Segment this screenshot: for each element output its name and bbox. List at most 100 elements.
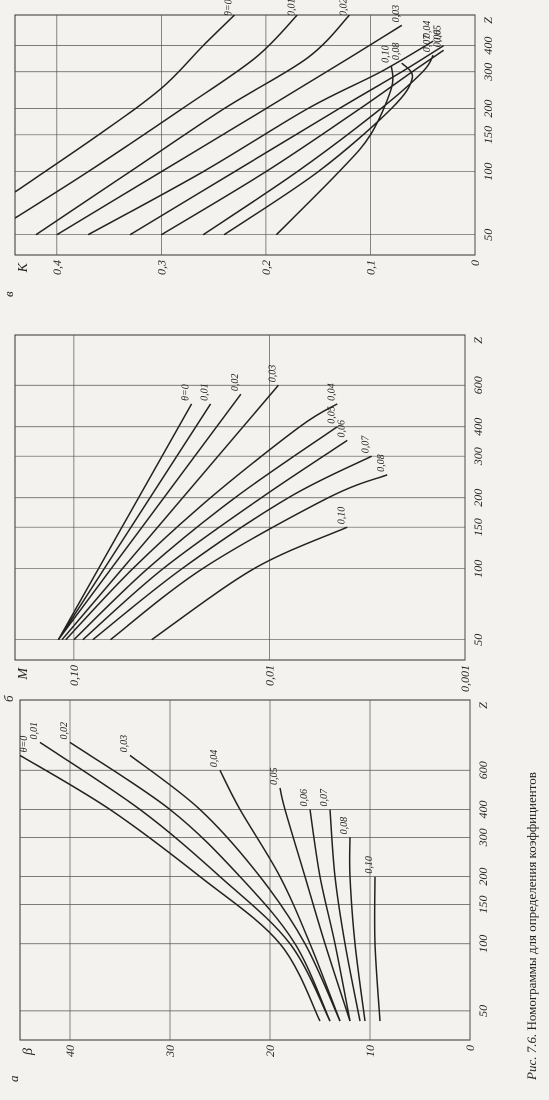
curve-label: θ=0 [181, 384, 192, 401]
y-axis-label: β [21, 1048, 36, 1056]
curve [151, 526, 348, 641]
y-tick-label: 40 [63, 1045, 77, 1057]
curve-label: θ=0 [224, 0, 235, 16]
curve-label: 0,10 [364, 856, 375, 874]
curve-label: 0,10 [336, 507, 347, 525]
curve [15, 15, 236, 193]
x-tick-label: 100 [481, 163, 495, 181]
curve [87, 40, 434, 236]
rotated-sheet: Рис. 7.6. Номограммы для определения коэ… [1, 0, 539, 1082]
curve-label: 0,08 [391, 43, 402, 61]
x-tick-label: 600 [471, 376, 485, 394]
curve-label: 0,01 [29, 722, 40, 740]
curve [20, 754, 321, 1022]
x-axis-label: Z [471, 337, 485, 344]
curve [219, 769, 341, 1022]
panel-letter: б [1, 695, 16, 702]
x-tick-label: 600 [476, 761, 490, 779]
curve-label: 0,05 [433, 25, 444, 43]
curve-label: 0,05 [326, 406, 337, 424]
y-tick-label: 0,2 [259, 260, 273, 275]
x-tick-label: 50 [476, 1005, 490, 1017]
x-axis-label: Z [476, 702, 490, 709]
curve [92, 455, 373, 641]
panel-letter: а [6, 1075, 21, 1082]
curve-label: 0,08 [339, 817, 350, 835]
curve-label: 0,02 [339, 0, 350, 16]
curve [82, 439, 348, 641]
curve [348, 837, 366, 1022]
curve-label: 0,07 [319, 788, 330, 807]
curve-label: 0,06 [336, 420, 347, 438]
curve-label: 0,08 [376, 454, 387, 472]
curve-label: 0,06 [433, 30, 444, 48]
curve [61, 384, 279, 641]
x-tick-label: 200 [481, 100, 495, 118]
y-tick-label: 0,10 [67, 665, 81, 686]
x-tick-label: 400 [471, 418, 485, 436]
curve-label: 0,03 [391, 5, 402, 23]
curve-label: θ=0 [19, 736, 30, 753]
plot-frame [19, 699, 471, 1041]
curve [202, 54, 434, 236]
x-tick-label: 400 [481, 37, 495, 55]
curve [129, 754, 341, 1022]
caption-figure: Рис. 7.6. [524, 1034, 539, 1081]
y-tick-label: 0 [468, 260, 482, 266]
y-tick-label: 0 [463, 1045, 477, 1051]
x-tick-label: 50 [471, 634, 485, 646]
curve [35, 15, 351, 236]
curve-label: 0,07 [422, 34, 433, 53]
y-tick-label: 0,001 [458, 665, 472, 692]
curve-label: 0,06 [299, 789, 310, 807]
x-tick-label: 150 [476, 895, 490, 913]
x-tick-label: 300 [476, 828, 490, 847]
curve [160, 49, 445, 236]
y-tick-label: 30 [163, 1045, 177, 1058]
curve [69, 741, 331, 1022]
curve-label: 0,03 [267, 365, 278, 383]
panel-letter: в [1, 291, 16, 297]
y-tick-label: 10 [363, 1045, 377, 1057]
curve-label: 0,04 [326, 383, 337, 401]
x-tick-label: 300 [481, 63, 495, 82]
y-tick-label: 0,01 [262, 665, 276, 686]
curve-label: 0,02 [230, 374, 241, 392]
y-tick-label: 0,1 [363, 260, 377, 275]
x-tick-label: 50 [481, 229, 495, 241]
curve [65, 403, 338, 641]
x-axis-label: Z [481, 17, 495, 24]
x-tick-label: 100 [471, 560, 485, 578]
y-axis-label: K [16, 262, 31, 273]
x-tick-label: 400 [476, 801, 490, 819]
curve-label: 0,01 [286, 0, 297, 16]
curve [279, 787, 351, 1022]
y-axis-label: M [16, 667, 31, 681]
curve [223, 62, 414, 236]
curve [329, 809, 361, 1022]
caption-text: Номограммы для определения коэффициентов [524, 772, 539, 1030]
curve-label: 0,10 [380, 45, 391, 63]
y-tick-label: 0,3 [154, 260, 168, 275]
curve [73, 426, 338, 641]
x-tick-label: 100 [476, 935, 490, 953]
x-tick-label: 150 [471, 518, 485, 536]
curve-label: 0,03 [119, 735, 130, 753]
curve-label: 0,04 [209, 750, 220, 768]
curve-label: 0,01 [200, 383, 211, 401]
caption: Рис. 7.6. Номограммы для определения коэ… [524, 772, 539, 1081]
x-tick-label: 300 [471, 447, 485, 466]
x-tick-label: 200 [476, 868, 490, 886]
x-tick-label: 150 [481, 126, 495, 144]
curve [309, 809, 351, 1022]
y-tick-label: 0,4 [50, 260, 64, 275]
curve-label: 0,05 [269, 767, 280, 785]
curve [57, 393, 242, 641]
curve [57, 403, 212, 641]
x-tick-label: 200 [471, 489, 485, 507]
curve [56, 24, 403, 236]
y-tick-label: 20 [263, 1045, 277, 1057]
curve [275, 65, 394, 236]
curve [57, 403, 193, 641]
